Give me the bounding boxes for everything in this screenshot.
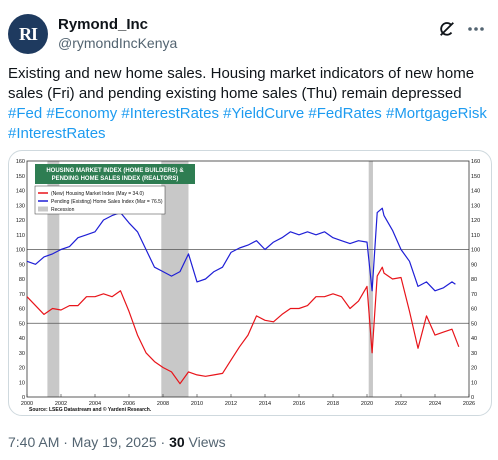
y-tick-right-50: 50 — [471, 321, 477, 327]
y-tick-left-160: 160 — [16, 159, 25, 165]
hmi-series-line — [26, 266, 460, 385]
plot-frame — [26, 160, 470, 398]
timestamp[interactable]: 7:40 AM · May 19, 2025 · 30 Views — [8, 434, 226, 450]
y-tick-right-120: 120 — [471, 218, 480, 224]
y-tick-left-10: 10 — [19, 380, 25, 386]
x-tick-2026: 2026 — [463, 401, 475, 407]
tweet-hashtags[interactable]: #Fed #Economy #InterestRates #YieldCurve… — [8, 105, 487, 142]
grok-icon[interactable] — [438, 20, 456, 38]
legend-box — [34, 185, 166, 215]
y-tick-left-140: 140 — [16, 189, 25, 195]
y-tick-left-150: 150 — [16, 174, 25, 180]
tweet-text: Existing and new home sales. Housing mar… — [8, 64, 488, 144]
y-tick-left-130: 130 — [16, 203, 25, 209]
x-tick-2016: 2016 — [293, 401, 305, 407]
legend-label-2: Recession — [51, 207, 75, 213]
y-tick-left-30: 30 — [19, 351, 25, 357]
chart-title-line-1: PENDING HOME SALES INDEX (REALTORS) — [52, 176, 179, 182]
y-tick-right-30: 30 — [471, 351, 477, 357]
x-tick-2000: 2000 — [21, 401, 33, 407]
chart-image[interactable]: 0 0 10 10 20 20 30 30 40 40 50 50 60 60 70 70 80 80 90 90 10… — [8, 150, 492, 416]
y-tick-right-150: 150 — [471, 174, 480, 180]
more-icon[interactable] — [466, 20, 486, 38]
chart-title-line-0: HOUSING MARKET INDEX (HOME BUILDERS) & — [46, 168, 184, 174]
y-tick-right-10: 10 — [471, 380, 477, 386]
y-tick-right-90: 90 — [471, 262, 477, 268]
y-tick-left-80: 80 — [19, 277, 25, 283]
y-tick-left-40: 40 — [19, 336, 25, 342]
y-tick-right-100: 100 — [471, 248, 480, 254]
chart-title-box — [35, 164, 195, 184]
views-label: Views — [184, 434, 226, 450]
y-tick-right-80: 80 — [471, 277, 477, 283]
y-tick-left-120: 120 — [16, 218, 25, 224]
y-tick-right-60: 60 — [471, 307, 477, 313]
recession-band-1 — [161, 161, 189, 397]
display-name[interactable]: Rymond_Inc — [58, 16, 149, 33]
x-tick-2018: 2018 — [327, 401, 339, 407]
y-tick-left-20: 20 — [19, 366, 25, 372]
x-tick-2014: 2014 — [259, 401, 271, 407]
tweet-body: Existing and new home sales. Housing mar… — [8, 65, 475, 102]
y-tick-right-160: 160 — [471, 159, 480, 165]
x-tick-2012: 2012 — [225, 401, 237, 407]
y-tick-right-110: 110 — [471, 233, 480, 239]
y-tick-right-40: 40 — [471, 336, 477, 342]
x-tick-2002: 2002 — [55, 401, 67, 407]
y-tick-right-20: 20 — [471, 366, 477, 372]
y-tick-left-100: 100 — [16, 248, 25, 254]
y-tick-right-70: 70 — [471, 292, 477, 298]
y-tick-left-0: 0 — [22, 395, 25, 401]
legend-label-0: (New) Housing Market Index (May = 34.0) — [51, 191, 144, 197]
x-tick-2020: 2020 — [361, 401, 373, 407]
x-tick-2024: 2024 — [429, 401, 441, 407]
y-tick-left-50: 50 — [19, 321, 25, 327]
handle[interactable]: @rymondIncKenya — [58, 35, 178, 51]
legend-swatch-2 — [38, 206, 48, 212]
y-tick-left-70: 70 — [19, 292, 25, 298]
x-tick-2022: 2022 — [395, 401, 407, 407]
y-tick-right-130: 130 — [471, 203, 480, 209]
author-names: Rymond_Inc @rymondIncKenya — [58, 16, 177, 52]
pending-series-line — [26, 207, 456, 292]
x-tick-2006: 2006 — [123, 401, 135, 407]
recession-band-0 — [47, 161, 60, 397]
chart-source: Source: LSEG Datastream and © Yardeni Re… — [29, 406, 152, 413]
x-tick-2008: 2008 — [157, 401, 169, 407]
x-tick-2004: 2004 — [89, 401, 101, 407]
y-tick-right-140: 140 — [471, 189, 480, 195]
y-tick-right-0: 0 — [471, 395, 474, 401]
avatar[interactable]: RI — [8, 14, 48, 54]
y-tick-left-90: 90 — [19, 262, 25, 268]
views-count: 30 — [169, 434, 185, 450]
tweet-time[interactable]: 7:40 AM · May 19, 2025 · — [8, 434, 170, 450]
x-tick-2010: 2010 — [191, 401, 203, 407]
legend-label-1: Pending (Existing) Home Sales Index (Mar… — [51, 199, 163, 205]
tweet-header: RI Rymond_Inc @rymondIncKenya — [8, 10, 490, 58]
y-tick-left-60: 60 — [19, 307, 25, 313]
y-tick-left-110: 110 — [16, 233, 25, 239]
